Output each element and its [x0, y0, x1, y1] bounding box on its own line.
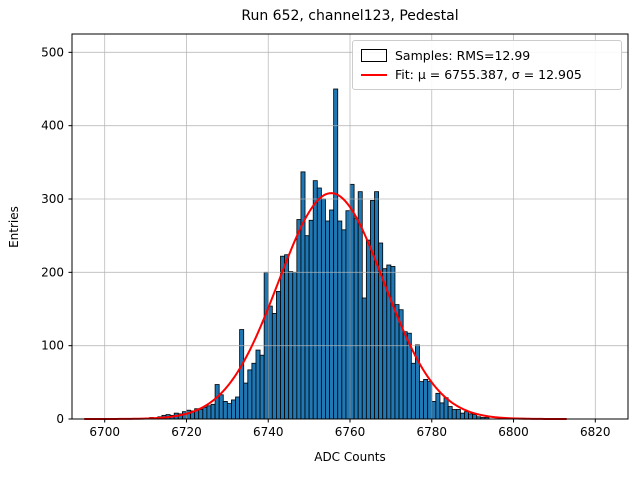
y-tick-label: 400: [41, 119, 64, 133]
histogram-bar: [337, 220, 343, 420]
x-tick-label: 6740: [253, 425, 284, 439]
histogram-bar: [349, 183, 355, 420]
histogram-bar: [296, 219, 302, 420]
legend-entry-fit: Fit: μ = 6755.387, σ = 12.905: [361, 65, 613, 84]
histogram-bar: [239, 329, 245, 420]
y-tick-label: 500: [41, 45, 64, 59]
histogram-bar: [235, 396, 241, 420]
histogram-bar: [468, 413, 474, 420]
histogram-bar: [259, 354, 265, 420]
histogram-bar: [365, 239, 371, 420]
histogram-bar: [427, 381, 433, 420]
histogram-bar: [316, 187, 322, 420]
histogram-bar: [214, 384, 220, 420]
histogram-bar: [218, 394, 224, 420]
x-tick-label: 6820: [580, 425, 611, 439]
histogram-bar: [394, 304, 400, 420]
histogram-bar: [353, 217, 359, 420]
histogram-bar: [451, 409, 457, 420]
x-tick-label: 6800: [498, 425, 529, 439]
histogram-bar: [333, 88, 339, 420]
histogram-bar: [423, 378, 429, 420]
histogram-bar: [410, 362, 416, 420]
histogram-bar: [280, 255, 285, 420]
x-tick-label: 6720: [171, 425, 202, 439]
histogram-bar: [386, 264, 392, 420]
histogram-bar: [361, 297, 367, 420]
x-axis-label: ADC Counts: [314, 450, 386, 464]
histogram-bar: [435, 392, 441, 420]
x-tick-label: 6700: [89, 425, 120, 439]
histogram-bar: [284, 254, 290, 420]
histogram-bar: [329, 209, 335, 420]
histogram-bar: [206, 405, 212, 420]
histogram-bar: [443, 397, 449, 420]
histogram-bar: [447, 406, 453, 420]
fit-line-icon: [361, 73, 387, 76]
histogram-bar: [341, 229, 347, 420]
histogram-bar: [459, 412, 465, 420]
histogram-bar: [431, 400, 437, 420]
histogram-bar: [251, 362, 257, 420]
histogram-bar: [271, 312, 277, 420]
histogram-bar: [402, 331, 408, 420]
histogram-bar: [304, 235, 310, 420]
x-tick-label: 6780: [416, 425, 447, 439]
histogram-bar: [439, 402, 445, 420]
samples-swatch-icon: [361, 49, 387, 62]
x-tick-label: 6760: [335, 425, 366, 439]
histogram-bar: [312, 180, 318, 420]
histogram-bar: [267, 305, 273, 420]
legend-fit-label: Fit: μ = 6755.387, σ = 12.905: [395, 67, 582, 82]
histogram-bar: [247, 369, 253, 420]
histogram-bar: [382, 268, 388, 420]
histogram-bar: [325, 220, 330, 420]
histogram-bar: [419, 381, 424, 420]
histogram-bar: [300, 171, 306, 420]
chart-title: Run 652, channel123, Pedestal: [241, 8, 459, 24]
y-tick-label: 100: [41, 339, 64, 353]
histogram-bar: [464, 411, 469, 420]
histogram-bar: [226, 403, 232, 420]
histogram-bar: [455, 409, 461, 420]
legend-entry-samples: Samples: RMS=12.99: [361, 46, 613, 65]
histogram-bar: [374, 191, 380, 420]
histogram-bar: [202, 406, 208, 420]
histogram-bar: [472, 414, 478, 420]
y-tick-label: 0: [56, 412, 64, 426]
histogram-bar: [222, 400, 228, 420]
y-tick-label: 300: [41, 192, 64, 206]
histogram-bar: [370, 200, 375, 420]
histogram-bar: [210, 403, 216, 420]
histogram-bar: [320, 198, 326, 420]
histogram-bar: [308, 219, 314, 420]
histogram-bar: [243, 382, 249, 420]
gaussian-fit-curve: [84, 192, 567, 420]
histogram-bar: [390, 266, 396, 420]
y-axis-label: Entries: [7, 206, 21, 248]
histogram-bar: [345, 210, 351, 420]
legend-samples-label: Samples: RMS=12.99: [395, 48, 531, 63]
legend-box: Samples: RMS=12.99 Fit: μ = 6755.387, σ …: [352, 40, 622, 90]
histogram-bar: [276, 290, 281, 420]
histogram-bar: [198, 409, 204, 420]
histogram-bar: [231, 399, 236, 420]
histogram-bar: [255, 349, 261, 420]
y-tick-label: 200: [41, 265, 64, 279]
